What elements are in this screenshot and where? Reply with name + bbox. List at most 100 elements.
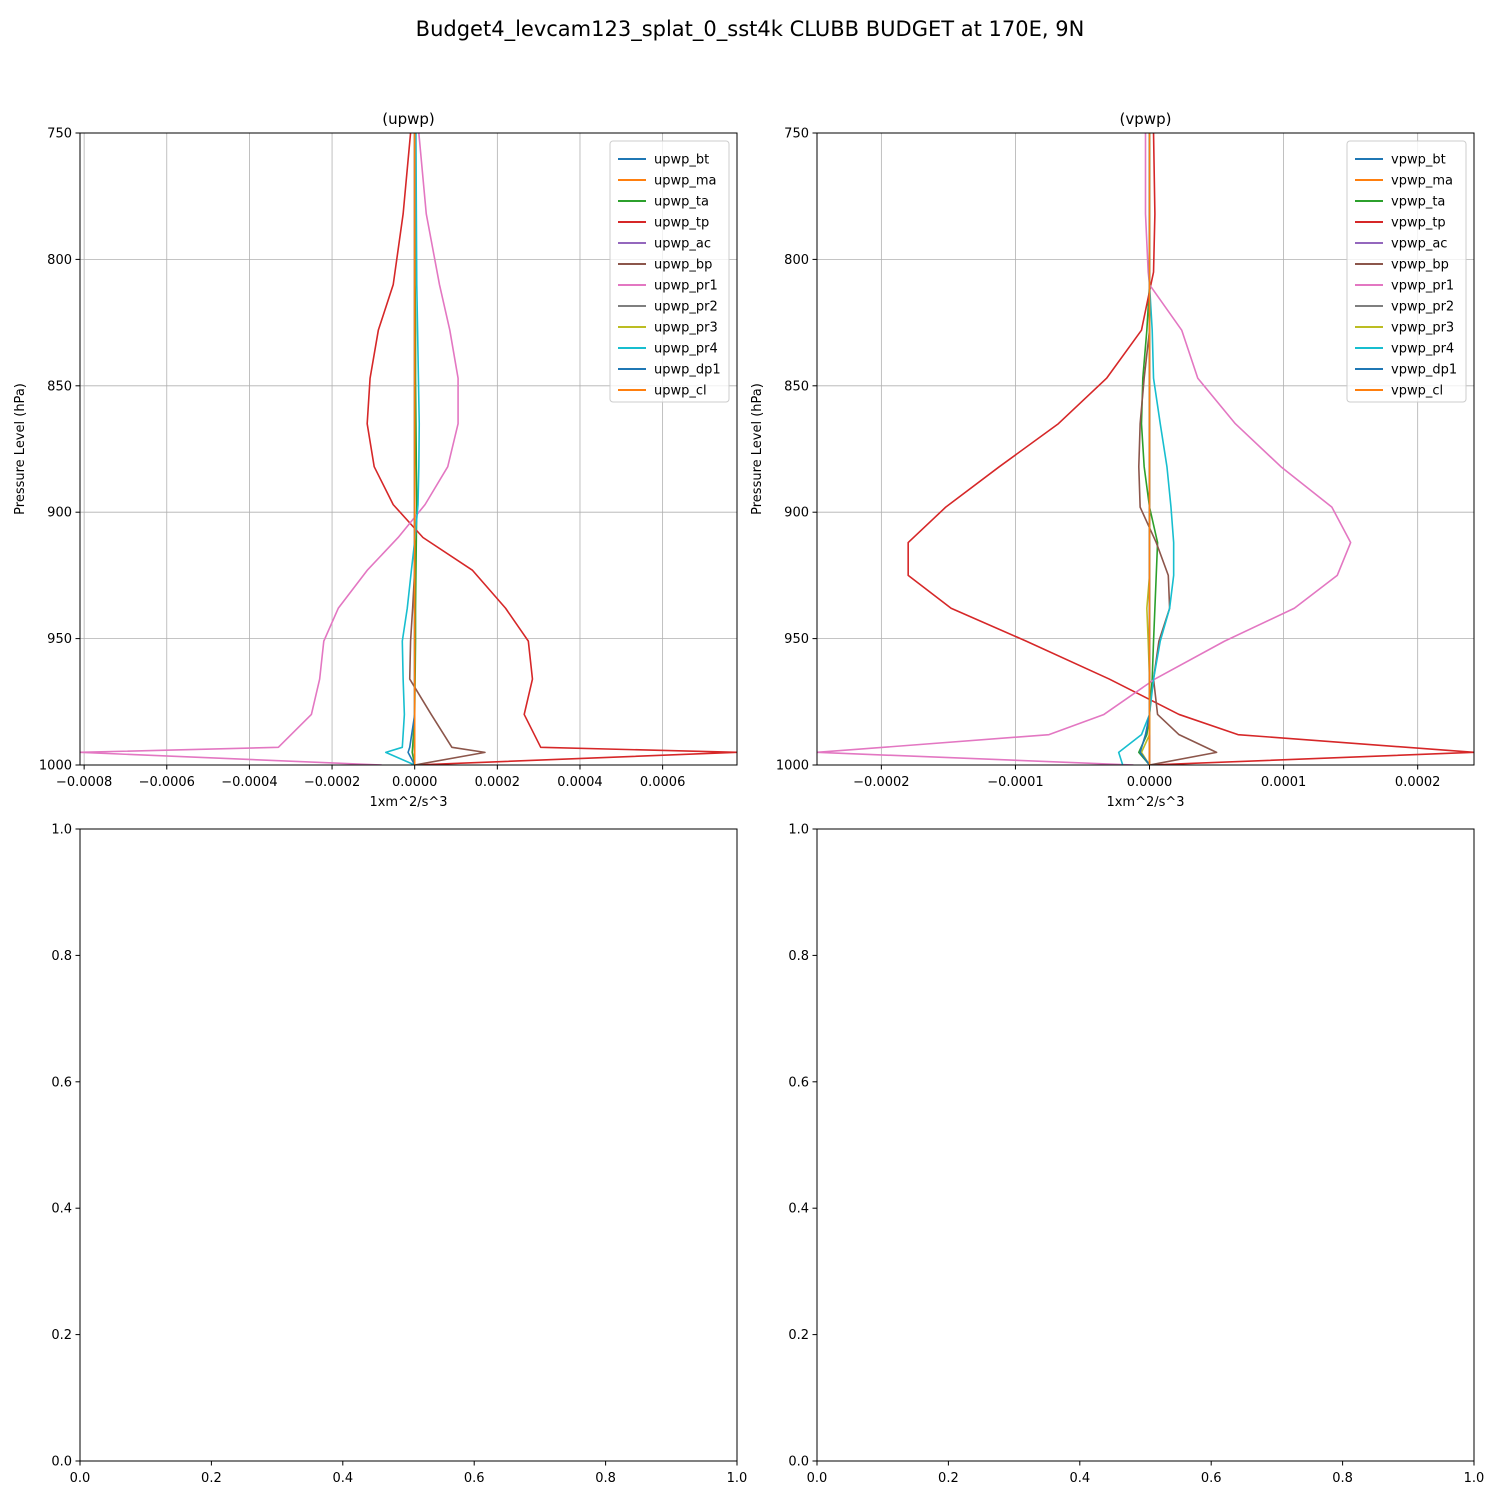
- legend-entry-vpwp-dp1: vpwp_dp1: [1391, 363, 1457, 378]
- legend-entry-vpwp-cl: vpwp_cl: [1391, 384, 1443, 399]
- x-tick-label: 0.0006: [640, 775, 686, 790]
- y-tick-label: 1.0: [788, 823, 809, 838]
- y-tick-label: 0.8: [51, 949, 72, 964]
- legend-entry-upwp-pr2: upwp_pr2: [654, 300, 718, 315]
- legend-entry-vpwp-pr4: vpwp_pr4: [1391, 342, 1454, 357]
- x-tick-label: 0.0: [807, 1471, 828, 1486]
- series-lines: [80, 133, 737, 765]
- axes-upwp: −0.0008 −0.0006 −0.0004 −0.0002 0.0000 0.0002…: [13, 110, 738, 810]
- legend-entry-upwp-pr3: upwp_pr3: [654, 321, 718, 336]
- y-tick-label: 900: [47, 506, 72, 521]
- y-tick-label: 0.0: [788, 1455, 809, 1470]
- x-tick-label: 0.8: [595, 1471, 616, 1486]
- series-line-upwp-tp: [366, 133, 737, 765]
- x-tick-label: 1.0: [1464, 1471, 1485, 1486]
- axes-vpwp: −0.0002 −0.0001 0.0000 0.0001 0.0002 750 800 85…: [750, 110, 1475, 810]
- legend-entry-vpwp-pr3: vpwp_pr3: [1391, 321, 1454, 336]
- legend-entry-upwp-bp: upwp_bp: [654, 258, 712, 273]
- y-axis: 0.0 0.2 0.4 0.6 0.8 1.0: [51, 823, 80, 1470]
- legend-frame: [1346, 140, 1467, 403]
- legend-entry-vpwp-bp: vpwp_bp: [1391, 258, 1449, 273]
- y-tick-label: 0.2: [51, 1328, 72, 1343]
- axes-frame: [816, 132, 1475, 766]
- x-tick-label: 0.0000: [392, 775, 438, 790]
- x-axis: −0.0002 −0.0001 0.0000 0.0001 0.0002: [853, 765, 1440, 790]
- x-tick-label: −0.0006: [139, 775, 195, 790]
- y-tick-label: 900: [784, 506, 809, 521]
- legend-entry-vpwp-pr2: vpwp_pr2: [1391, 300, 1454, 315]
- x-tick-label: −0.0004: [221, 775, 277, 790]
- x-tick-label: 0.0001: [1261, 775, 1307, 790]
- x-tick-label: 0.2: [938, 1471, 959, 1486]
- x-tick-label: 0.0004: [557, 775, 603, 790]
- y-tick-label: 0.6: [788, 1075, 809, 1090]
- x-tick-label: 0.0000: [1127, 775, 1173, 790]
- axes-frame: [79, 132, 738, 766]
- y-tick-label: 850: [47, 379, 72, 394]
- x-tick-label: −0.0002: [853, 775, 909, 790]
- legend: vpwp_bt vpwp_ma vpwp_ta vpwp_tp vpwp_ac vpwp_…: [1346, 140, 1467, 403]
- y-tick-label: 750: [47, 127, 72, 142]
- y-tick-label: 750: [784, 127, 809, 142]
- axes-empty-1: 0.0 0.2 0.4 0.6 0.8 1.0 0.0 0.2 0.4 0.6 0.8 1.0: [51, 823, 747, 1487]
- x-axis-label: 1xm^2/s^3: [369, 795, 447, 810]
- legend-frame: [609, 140, 730, 403]
- axes-title: (vpwp): [1120, 110, 1172, 128]
- axes-frame: [816, 828, 1475, 1462]
- series-line-upwp-pr1: [80, 133, 459, 765]
- legend-entry-upwp-bt: upwp_bt: [654, 153, 709, 168]
- legend-entry-vpwp-ta: vpwp_ta: [1391, 195, 1445, 210]
- figure-title: Budget4_levcam123_splat_0_sst4k CLUBB BU…: [416, 17, 1085, 42]
- y-tick-label: 0.8: [788, 949, 809, 964]
- x-tick-label: 0.6: [1201, 1471, 1222, 1486]
- y-tick-label: 0.4: [51, 1202, 72, 1217]
- x-tick-label: −0.0001: [987, 775, 1043, 790]
- y-axis-label: Pressure Level (hPa): [750, 383, 765, 515]
- axes-empty-2: 0.0 0.2 0.4 0.6 0.8 1.0 0.0 0.2 0.4 0.6 0.8 1.0: [788, 823, 1484, 1487]
- y-axis: 750 800 850 900 950 1000: [39, 127, 80, 774]
- legend-entry-upwp-cl: upwp_cl: [654, 384, 707, 399]
- y-axis: 750 800 850 900 950 1000: [776, 127, 817, 774]
- y-tick-label: 950: [784, 632, 809, 647]
- y-tick-label: 1.0: [51, 823, 72, 838]
- y-tick-label: 1000: [39, 759, 72, 774]
- y-tick-label: 950: [47, 632, 72, 647]
- legend-entry-upwp-tp: upwp_tp: [654, 216, 709, 231]
- y-tick-label: 800: [47, 253, 72, 268]
- legend-entry-upwp-ta: upwp_ta: [654, 195, 709, 210]
- x-axis: 0.0 0.2 0.4 0.6 0.8 1.0: [807, 1461, 1485, 1486]
- legend-entry-vpwp-ma: vpwp_ma: [1391, 174, 1453, 189]
- legend-entry-vpwp-ac: vpwp_ac: [1391, 237, 1447, 252]
- x-axis: −0.0008 −0.0006 −0.0004 −0.0002 0.0000 0.0002…: [56, 765, 685, 790]
- legend-entry-vpwp-bt: vpwp_bt: [1391, 153, 1446, 168]
- y-tick-label: 0.0: [51, 1455, 72, 1470]
- axes-face: [80, 829, 737, 1461]
- x-tick-label: 0.0: [70, 1471, 91, 1486]
- legend: upwp_bt upwp_ma upwp_ta upwp_tp upwp_ac upwp_…: [609, 140, 730, 403]
- x-tick-label: 0.6: [464, 1471, 485, 1486]
- x-axis-label: 1xm^2/s^3: [1106, 795, 1184, 810]
- x-tick-label: 1.0: [727, 1471, 748, 1486]
- x-tick-label: 0.0002: [475, 775, 521, 790]
- x-tick-label: 0.8: [1332, 1471, 1353, 1486]
- y-axis: 0.0 0.2 0.4 0.6 0.8 1.0: [788, 823, 817, 1470]
- axes-container: −0.0008 −0.0006 −0.0004 −0.0002 0.0000 0.0002…: [13, 110, 1484, 1486]
- legend-entry-upwp-ac: upwp_ac: [654, 237, 711, 252]
- series-lines: [817, 133, 1474, 765]
- y-tick-label: 0.4: [788, 1202, 809, 1217]
- y-axis-label: Pressure Level (hPa): [13, 383, 28, 515]
- x-axis: 0.0 0.2 0.4 0.6 0.8 1.0: [70, 1461, 748, 1486]
- legend-entry-upwp-pr1: upwp_pr1: [654, 279, 718, 294]
- axes-face: [817, 829, 1474, 1461]
- series-line-vpwp-tp: [907, 133, 1474, 765]
- y-tick-label: 0.2: [788, 1328, 809, 1343]
- legend-entry-upwp-dp1: upwp_dp1: [654, 363, 721, 378]
- x-tick-label: 0.0002: [1395, 775, 1441, 790]
- x-tick-label: −0.0008: [56, 775, 112, 790]
- y-tick-label: 1000: [776, 759, 809, 774]
- y-tick-label: 850: [784, 379, 809, 394]
- axes-frame: [79, 828, 738, 1462]
- x-tick-label: 0.4: [1069, 1471, 1090, 1486]
- x-tick-label: 0.2: [201, 1471, 222, 1486]
